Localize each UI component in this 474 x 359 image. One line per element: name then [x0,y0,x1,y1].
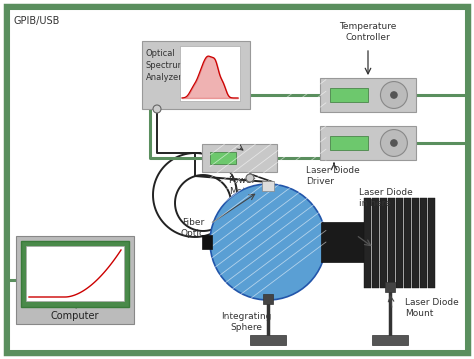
Bar [420,198,428,288]
Circle shape [390,139,398,147]
Bar [385,282,395,292]
Bar [381,198,388,288]
Bar [210,152,236,164]
Bar [263,294,273,304]
Text: I: I [74,302,76,311]
Text: Temperature
Controller: Temperature Controller [339,22,397,42]
Text: Laser Diode
Driver: Laser Diode Driver [306,166,360,186]
Bar [250,335,286,345]
Text: GPIB/USB: GPIB/USB [14,16,60,26]
Circle shape [153,105,161,113]
Circle shape [210,184,326,300]
Bar [396,198,403,288]
Bar [202,235,212,249]
Polygon shape [321,222,364,262]
Bar [320,126,416,160]
Bar [372,335,408,345]
Bar [365,198,372,288]
Bar [329,88,368,102]
Bar [26,246,124,301]
Bar [262,181,274,191]
Text: Optical
Spectrum
Analyzer: Optical Spectrum Analyzer [146,49,187,81]
Circle shape [246,174,254,182]
Bar [180,46,240,101]
Bar [404,198,411,288]
Bar [202,144,277,172]
Text: Fiber
Optic: Fiber Optic [181,218,205,238]
Bar [142,41,250,109]
Text: Power
Meter: Power Meter [228,176,255,196]
Bar [412,198,419,288]
Bar [16,236,134,324]
Bar [21,241,129,307]
Bar [320,78,416,112]
Circle shape [390,91,398,99]
Bar [373,198,380,288]
Bar [26,246,124,301]
Circle shape [381,81,407,108]
Circle shape [381,130,407,157]
Text: Laser Diode
Mount: Laser Diode Mount [405,298,459,318]
Text: L: L [28,269,32,278]
Bar [428,198,436,288]
Text: Integrating
Sphere: Integrating Sphere [221,312,271,332]
Bar [329,136,368,150]
Text: Computer: Computer [51,311,99,321]
Text: Laser Diode
in here: Laser Diode in here [359,188,413,208]
Bar [389,198,395,288]
